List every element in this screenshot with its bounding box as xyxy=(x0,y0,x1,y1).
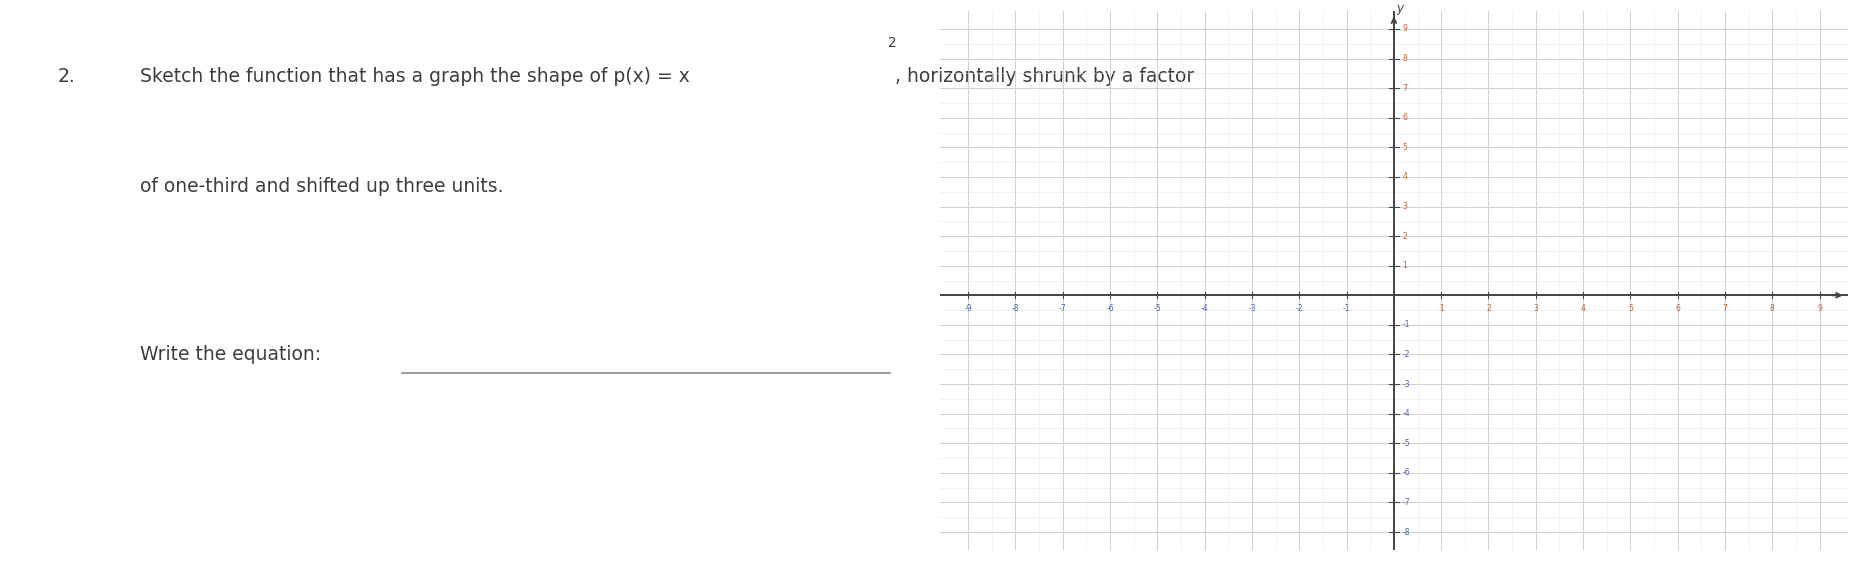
Text: Sketch the function that has a graph the shape of p(x) = x: Sketch the function that has a graph the… xyxy=(140,67,690,86)
Text: 3: 3 xyxy=(1403,202,1407,211)
Text: 8: 8 xyxy=(1403,54,1407,63)
Text: -3: -3 xyxy=(1403,380,1411,389)
Text: of one-third and shifted up three units.: of one-third and shifted up three units. xyxy=(140,177,504,196)
Text: -7: -7 xyxy=(1403,498,1411,507)
Text: Write the equation:: Write the equation: xyxy=(140,345,322,364)
Text: -6: -6 xyxy=(1403,468,1411,477)
Text: 1: 1 xyxy=(1403,261,1407,270)
Text: -5: -5 xyxy=(1154,304,1161,312)
Text: 6: 6 xyxy=(1675,304,1680,312)
Text: 1: 1 xyxy=(1439,304,1444,312)
Text: -7: -7 xyxy=(1059,304,1066,312)
Text: 2: 2 xyxy=(1403,232,1407,241)
Text: 3: 3 xyxy=(1533,304,1539,312)
Text: 5: 5 xyxy=(1403,143,1407,152)
Text: -4: -4 xyxy=(1403,409,1411,418)
Text: 7: 7 xyxy=(1403,84,1407,93)
Text: y: y xyxy=(1396,2,1403,15)
Text: -1: -1 xyxy=(1403,320,1411,329)
Text: -8: -8 xyxy=(1403,527,1411,536)
Text: 4: 4 xyxy=(1580,304,1586,312)
Text: -8: -8 xyxy=(1012,304,1020,312)
Text: 2: 2 xyxy=(888,36,897,50)
Text: -1: -1 xyxy=(1344,304,1351,312)
Text: 7: 7 xyxy=(1723,304,1727,312)
Text: -2: -2 xyxy=(1295,304,1303,312)
Text: 9: 9 xyxy=(1403,25,1407,34)
Text: -3: -3 xyxy=(1249,304,1256,312)
Text: -5: -5 xyxy=(1403,439,1411,448)
Text: -4: -4 xyxy=(1200,304,1208,312)
Text: 2.: 2. xyxy=(58,67,76,86)
Text: -2: -2 xyxy=(1403,350,1411,359)
Text: 9: 9 xyxy=(1816,304,1822,312)
Text: -9: -9 xyxy=(964,304,971,312)
Text: 6: 6 xyxy=(1403,113,1407,122)
Text: , horizontally shrunk by a factor: , horizontally shrunk by a factor xyxy=(895,67,1193,86)
Text: 8: 8 xyxy=(1770,304,1775,312)
Text: 4: 4 xyxy=(1403,172,1407,181)
Text: -6: -6 xyxy=(1105,304,1115,312)
Text: 5: 5 xyxy=(1628,304,1632,312)
Text: 2: 2 xyxy=(1487,304,1491,312)
